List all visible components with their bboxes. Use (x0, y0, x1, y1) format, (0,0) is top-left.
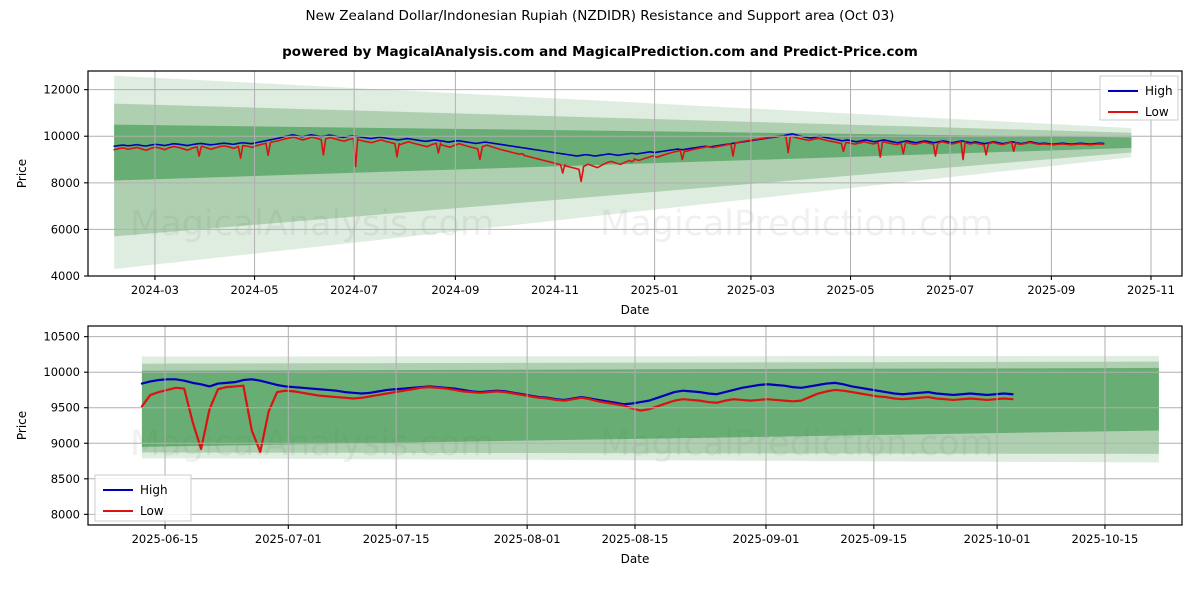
y-axis: 4000 6000 8000 10000 12000 (43, 83, 88, 283)
legend-label-low: Low (1145, 105, 1169, 119)
chart-legend[interactable]: High Low (94, 474, 192, 522)
page-title: New Zealand Dollar/Indonesian Rupiah (NZ… (305, 8, 895, 24)
y-tick-label: 8000 (51, 176, 80, 190)
y-tick-label: 6000 (51, 222, 80, 236)
legend-label-high: High (1145, 84, 1173, 98)
x-tick-label: 2025-03 (727, 283, 775, 297)
y-axis-title: Price (15, 159, 29, 188)
series-line-high (113, 133, 1105, 157)
watermark-label: MagicalPrediction.com (600, 204, 994, 244)
x-tick-label: 2025-08-01 (494, 532, 561, 546)
y-tick-label: 8000 (51, 507, 80, 521)
series-line-low (113, 134, 1105, 183)
chart-legend[interactable]: High Low (1099, 75, 1179, 121)
y-tick-label: 10000 (43, 365, 80, 379)
y-tick-label: 12000 (43, 83, 80, 97)
x-tick-label: 2024-09 (431, 283, 479, 297)
band-outer (114, 75, 1132, 270)
x-tick-label: 2025-09-15 (840, 532, 907, 546)
y-tick-label: 10000 (43, 129, 80, 143)
x-axis: 2024-03 2024-05 2024-07 2024-09 2024-11 2025-… (131, 276, 1175, 297)
legend-label-low: Low (140, 504, 164, 518)
x-tick-label: 2025-11 (1127, 283, 1175, 297)
grid-lines (88, 326, 1182, 525)
overview-chart-panel: MagicalAnalysis.com MagicalPrediction.com… (15, 70, 1183, 315)
x-axis-title: Date (621, 552, 650, 566)
y-tick-label: 9500 (51, 401, 80, 415)
y-tick-label: 4000 (51, 269, 80, 283)
plot-frame (87, 70, 1183, 277)
x-tick-label: 2025-05 (827, 283, 875, 297)
y-axis: 8000 8500 9000 9500 10000 10500 (43, 330, 88, 521)
x-tick-label: 2025-09-01 (733, 532, 800, 546)
x-tick-label: 2025-07-15 (363, 532, 430, 546)
watermark-group: MagicalAnalysis.com MagicalPrediction.com (130, 204, 994, 244)
x-tick-label: 2025-10-15 (1072, 532, 1139, 546)
legend-label-high: High (140, 483, 168, 497)
support-resistance-bands (114, 75, 1132, 270)
y-tick-label: 9000 (51, 436, 80, 450)
x-tick-label: 2025-08-15 (602, 532, 669, 546)
x-tick-label: 2025-09 (1027, 283, 1075, 297)
series-line-low (140, 384, 1014, 453)
y-tick-label: 8500 (51, 472, 80, 486)
x-tick-label: 2025-01 (631, 283, 679, 297)
x-axis-title: Date (621, 303, 650, 315)
y-tick-label: 10500 (43, 330, 80, 344)
x-tick-label: 2024-05 (231, 283, 279, 297)
x-tick-label: 2025-10-01 (964, 532, 1031, 546)
legend-background (94, 474, 192, 522)
x-tick-label: 2025-07-01 (255, 532, 322, 546)
x-tick-label: 2025-07 (926, 283, 974, 297)
x-tick-label: 2025-06-15 (132, 532, 199, 546)
page-subtitle: powered by MagicalAnalysis.com and Magic… (282, 44, 918, 60)
x-tick-label: 2024-07 (330, 283, 378, 297)
x-tick-label: 2024-11 (531, 283, 579, 297)
x-axis: 2025-06-15 2025-07-01 2025-07-15 2025-08-01… (132, 525, 1139, 546)
x-tick-label: 2024-03 (131, 283, 179, 297)
detail-chart-panel: MagicalAnalysis.comMagicalPrediction.com… (15, 325, 1183, 566)
y-axis-title: Price (15, 411, 29, 440)
watermark-label: MagicalAnalysis.com (130, 204, 494, 244)
